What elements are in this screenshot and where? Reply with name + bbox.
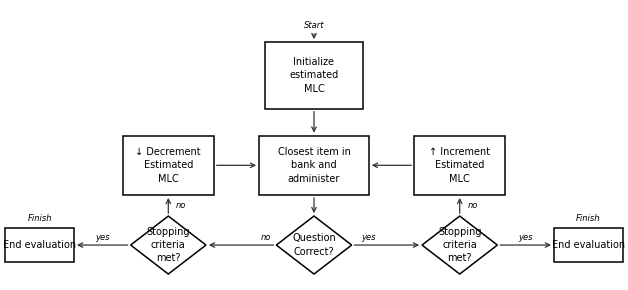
Polygon shape	[131, 216, 206, 274]
Text: Stopping
criteria
met?: Stopping criteria met?	[146, 227, 190, 263]
Text: Start: Start	[304, 21, 324, 30]
Text: Finish: Finish	[27, 214, 52, 223]
FancyBboxPatch shape	[554, 228, 623, 262]
Text: no: no	[176, 201, 187, 210]
Text: Question
Correct?: Question Correct?	[292, 233, 336, 257]
Text: Initialize
estimated
MLC: Initialize estimated MLC	[290, 57, 338, 94]
Text: no: no	[261, 233, 271, 242]
Text: End evaluation: End evaluation	[3, 240, 76, 250]
Text: no: no	[467, 201, 478, 210]
Text: Finish: Finish	[576, 214, 601, 223]
Text: ↑ Increment
Estimated
MLC: ↑ Increment Estimated MLC	[429, 147, 490, 184]
FancyBboxPatch shape	[5, 228, 74, 262]
FancyBboxPatch shape	[259, 136, 369, 195]
Polygon shape	[276, 216, 352, 274]
FancyBboxPatch shape	[123, 136, 214, 195]
Text: yes: yes	[518, 233, 533, 242]
Text: End evaluation: End evaluation	[552, 240, 625, 250]
Text: Closest item in
bank and
administer: Closest item in bank and administer	[278, 147, 350, 184]
Text: yes: yes	[361, 233, 376, 242]
FancyBboxPatch shape	[414, 136, 505, 195]
Polygon shape	[422, 216, 497, 274]
Text: yes: yes	[95, 233, 110, 242]
FancyBboxPatch shape	[265, 42, 363, 109]
Text: ↓ Decrement
Estimated
MLC: ↓ Decrement Estimated MLC	[136, 147, 201, 184]
Text: Stopping
criteria
met?: Stopping criteria met?	[438, 227, 482, 263]
